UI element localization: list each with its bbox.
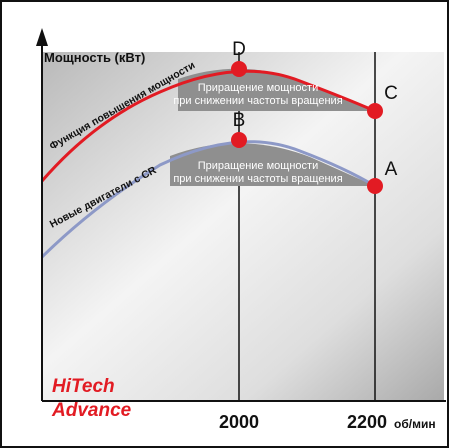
point-c xyxy=(367,103,383,119)
point-d-label: D xyxy=(232,39,246,60)
x-tick-2000: 2000 xyxy=(219,412,259,432)
point-c-label: C xyxy=(384,83,398,104)
point-d xyxy=(231,61,247,77)
brand-line1: HiTech xyxy=(52,376,115,397)
point-a xyxy=(367,178,383,194)
x-unit: об/мин xyxy=(394,417,436,431)
point-a-label: A xyxy=(385,159,398,180)
shading-bottom-line1: Приращение мощности xyxy=(198,160,318,172)
shading-bottom-line2: при снижении частоты вращения xyxy=(173,173,342,185)
y-axis-label: Мощность (кВт) xyxy=(44,50,145,65)
x-tick-2200: 2200 xyxy=(347,412,387,432)
point-b-label: B xyxy=(233,110,246,131)
shading-top-line1: Приращение мощности xyxy=(198,82,318,94)
shading-top-line2: при снижении частоты вращения xyxy=(173,95,342,107)
point-b xyxy=(231,132,247,148)
brand-line2: Advance xyxy=(51,400,132,421)
